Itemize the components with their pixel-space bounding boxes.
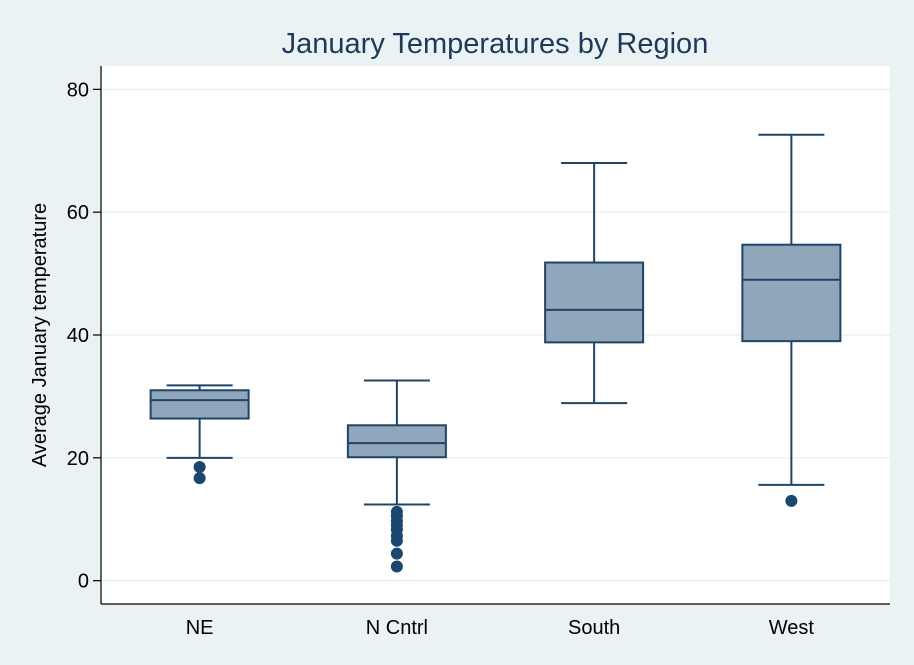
y-axis-label: Average January temperature bbox=[29, 203, 51, 467]
y-tick-label-40: 40 bbox=[67, 325, 89, 347]
outlier-point-0-1 bbox=[193, 472, 206, 485]
box-plots bbox=[149, 133, 842, 573]
x-tick-label-2: South bbox=[568, 617, 620, 639]
box-group-2 bbox=[544, 162, 645, 405]
outlier-point-1-7 bbox=[390, 547, 403, 560]
box-iqr-3 bbox=[741, 243, 842, 343]
y-tick-label-0: 0 bbox=[78, 571, 89, 593]
box-group-3 bbox=[741, 133, 842, 507]
chart-title: January Temperatures by Region bbox=[282, 28, 709, 60]
box-group-1 bbox=[346, 379, 447, 573]
box-group-0 bbox=[149, 384, 250, 485]
x-tick-label-1: N Cntrl bbox=[366, 617, 428, 639]
outlier-point-0-0 bbox=[193, 461, 206, 474]
y-tick-label-20: 20 bbox=[67, 448, 89, 470]
box-iqr-2 bbox=[544, 261, 645, 344]
y-tick-label-60: 60 bbox=[67, 202, 89, 224]
outlier-point-1-8 bbox=[390, 560, 403, 573]
box-iqr-1 bbox=[346, 424, 447, 459]
outlier-point-3-0 bbox=[785, 494, 798, 507]
x-tick-label-3: West bbox=[769, 617, 815, 639]
axes: 0 20 40 60 80 NE N Cntrl South West bbox=[67, 66, 890, 639]
y-tick-label-80: 80 bbox=[67, 79, 89, 101]
outlier-point-1-6 bbox=[390, 534, 403, 547]
box-iqr-0 bbox=[149, 389, 250, 420]
x-tick-label-0: NE bbox=[186, 617, 214, 639]
